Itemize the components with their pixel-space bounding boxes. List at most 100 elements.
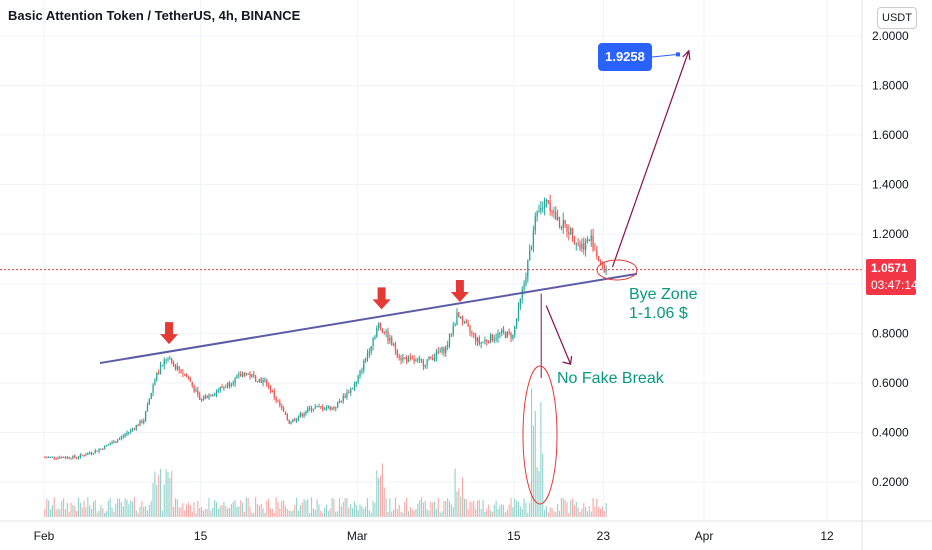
volume-bar xyxy=(148,504,150,517)
candle-body xyxy=(193,385,195,392)
volume-bar xyxy=(393,509,395,517)
candle-body xyxy=(185,374,188,377)
candle-body xyxy=(400,357,402,361)
volume-bar xyxy=(143,506,145,517)
volume-bar xyxy=(221,505,223,517)
candle-body xyxy=(230,384,233,386)
volume-bar xyxy=(325,504,328,517)
candle-body xyxy=(288,419,290,424)
candle-body xyxy=(523,284,525,290)
volume-bar xyxy=(374,503,376,517)
candle-body xyxy=(497,333,499,339)
volume-bar xyxy=(527,512,529,517)
candle-body xyxy=(353,384,356,389)
volume-bar xyxy=(87,497,89,517)
candle-body xyxy=(217,390,219,392)
candle-body xyxy=(130,429,132,432)
candle-body xyxy=(363,360,365,371)
price-tick-label: 0.4000 xyxy=(872,425,909,439)
volume-bar xyxy=(102,508,104,517)
volume-bar xyxy=(124,498,126,517)
candle-body xyxy=(72,455,74,459)
volume-bar xyxy=(214,499,216,517)
volume-bar xyxy=(118,498,121,517)
price-tick-label: 1.4000 xyxy=(872,178,909,192)
candle-body xyxy=(105,445,108,447)
candle-body xyxy=(402,357,404,361)
volume-bar xyxy=(255,497,257,517)
volume-bar xyxy=(337,511,339,517)
candle-body xyxy=(506,331,508,338)
volume-bar xyxy=(277,501,279,517)
candle-body xyxy=(545,199,548,201)
volume-bar xyxy=(406,497,408,517)
volume-bar xyxy=(558,510,561,517)
candle-body xyxy=(385,331,387,333)
volume-bar xyxy=(297,510,300,517)
candle-body xyxy=(391,337,393,345)
candle-body xyxy=(409,357,412,359)
volume-bar xyxy=(184,510,186,517)
target-price-label[interactable]: 1.9258 xyxy=(598,43,652,71)
volume-bar xyxy=(329,508,331,517)
volume-bar xyxy=(273,512,275,517)
time-tick-label: 23 xyxy=(597,529,611,543)
volume-bar xyxy=(322,512,324,517)
no-fake-break-arrowhead xyxy=(562,356,573,365)
volume-bar xyxy=(370,512,372,517)
volume-bar xyxy=(454,468,456,517)
candle-body xyxy=(519,298,522,306)
candle-body xyxy=(53,456,55,459)
candle-body xyxy=(200,398,203,400)
candle-body xyxy=(473,333,475,335)
price-tick-label: 1.6000 xyxy=(872,128,909,142)
signal-arrows xyxy=(160,279,469,345)
candle-body xyxy=(115,441,117,444)
candle-body xyxy=(435,351,438,358)
volume-bar xyxy=(215,502,218,517)
volume-bar xyxy=(467,509,469,517)
candle-body xyxy=(226,382,229,388)
candle-body xyxy=(581,243,583,249)
volume-bar xyxy=(491,512,493,517)
volume-bar xyxy=(570,500,572,517)
candle-body xyxy=(169,358,171,360)
candle-body xyxy=(547,199,549,203)
volume-bar xyxy=(544,509,546,517)
candle-body xyxy=(556,217,559,220)
currency-button[interactable]: USDT xyxy=(877,7,917,29)
volume-bar xyxy=(46,498,48,517)
volume-bar xyxy=(469,501,471,517)
trendline[interactable] xyxy=(99,272,638,365)
candle-body xyxy=(225,387,227,389)
volume-bar xyxy=(77,497,80,517)
volume-bar xyxy=(279,508,281,517)
no-fake-break-label: No Fake Break xyxy=(557,370,664,387)
candle-body xyxy=(532,230,535,247)
volume-bar xyxy=(310,497,313,517)
candle-body xyxy=(96,450,98,452)
candle-body xyxy=(215,391,218,395)
candle-body xyxy=(433,357,436,361)
volume-bar xyxy=(448,501,451,517)
time-axis[interactable]: Feb 15 Mar 15 23 Apr 12 xyxy=(34,529,834,543)
candle-body xyxy=(247,373,249,375)
down-arrow-icon xyxy=(450,279,469,302)
candle-body xyxy=(424,364,426,367)
candle-body xyxy=(335,407,337,409)
volume-bar xyxy=(217,508,219,517)
drawings[interactable] xyxy=(522,49,691,505)
volume-bar xyxy=(532,425,534,517)
volume-bar xyxy=(72,505,74,517)
volume-bar xyxy=(445,501,447,517)
down-arrow-icon xyxy=(372,287,391,310)
volume-bar xyxy=(387,512,389,517)
candle-body xyxy=(310,407,313,410)
volume-bars xyxy=(44,388,607,517)
candle-body xyxy=(236,375,238,378)
candle-body xyxy=(64,457,67,459)
volume-bar xyxy=(424,500,426,517)
volume-bar xyxy=(253,512,255,517)
candle-body xyxy=(152,385,154,393)
